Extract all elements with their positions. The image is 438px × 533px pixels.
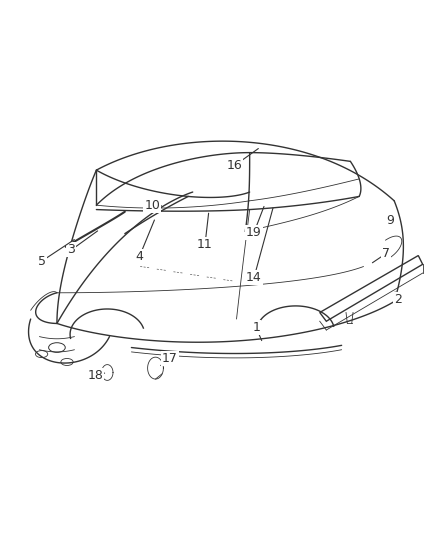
Text: 1: 1	[252, 321, 260, 334]
Text: 11: 11	[197, 238, 213, 251]
Text: 9: 9	[386, 214, 394, 227]
Text: 3: 3	[67, 244, 75, 256]
Text: 10: 10	[145, 199, 160, 212]
Text: 4: 4	[135, 251, 143, 263]
Text: 17: 17	[162, 352, 178, 365]
Text: 7: 7	[382, 247, 390, 260]
Text: 2: 2	[394, 293, 402, 306]
Text: 16: 16	[226, 159, 242, 172]
Text: 14: 14	[246, 271, 262, 284]
Text: 18: 18	[88, 369, 103, 382]
Text: 19: 19	[246, 226, 262, 239]
Text: 5: 5	[38, 255, 46, 268]
